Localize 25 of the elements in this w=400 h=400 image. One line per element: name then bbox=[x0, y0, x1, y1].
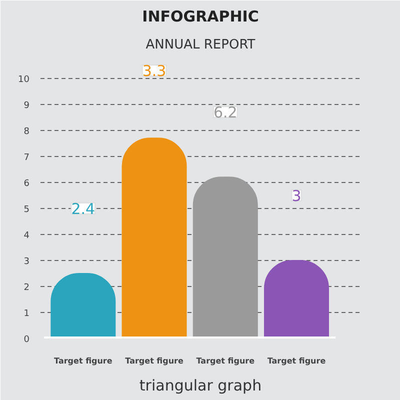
bar bbox=[192, 176, 258, 338]
annotation: 3 bbox=[292, 186, 302, 205]
x-tick-label: Target figure bbox=[196, 356, 256, 366]
y-tick-label: 6 bbox=[24, 178, 30, 189]
y-tick-label: 5 bbox=[24, 204, 30, 215]
bar bbox=[264, 260, 329, 338]
y-tick-label: 4 bbox=[24, 230, 30, 241]
annotation: 2.4 bbox=[71, 200, 96, 218]
chart-title: INFOGRAPHIC bbox=[142, 8, 259, 26]
y-tick-label: 0 bbox=[24, 335, 30, 345]
y-tick-label: 1 bbox=[24, 308, 30, 319]
y-tick-label: 9 bbox=[24, 100, 30, 111]
y-tick-label: 10 bbox=[18, 74, 30, 85]
y-tick-label: 3 bbox=[24, 256, 30, 267]
annotation: 3.3 bbox=[142, 62, 166, 80]
x-tick-label: Target figure bbox=[54, 356, 113, 366]
x-tick-label: Target figure bbox=[125, 356, 184, 366]
text: triangular graph bbox=[139, 376, 262, 394]
bar bbox=[122, 138, 187, 338]
y-tick-label: 8 bbox=[24, 126, 30, 137]
y-tick-label: 7 bbox=[24, 152, 30, 163]
chart-subtitle: ANNUAL REPORT bbox=[146, 38, 256, 52]
x-tick-label: Target figure bbox=[267, 356, 326, 366]
y-tick-label: 2 bbox=[24, 282, 30, 293]
annotation: 6.2 bbox=[213, 104, 238, 122]
